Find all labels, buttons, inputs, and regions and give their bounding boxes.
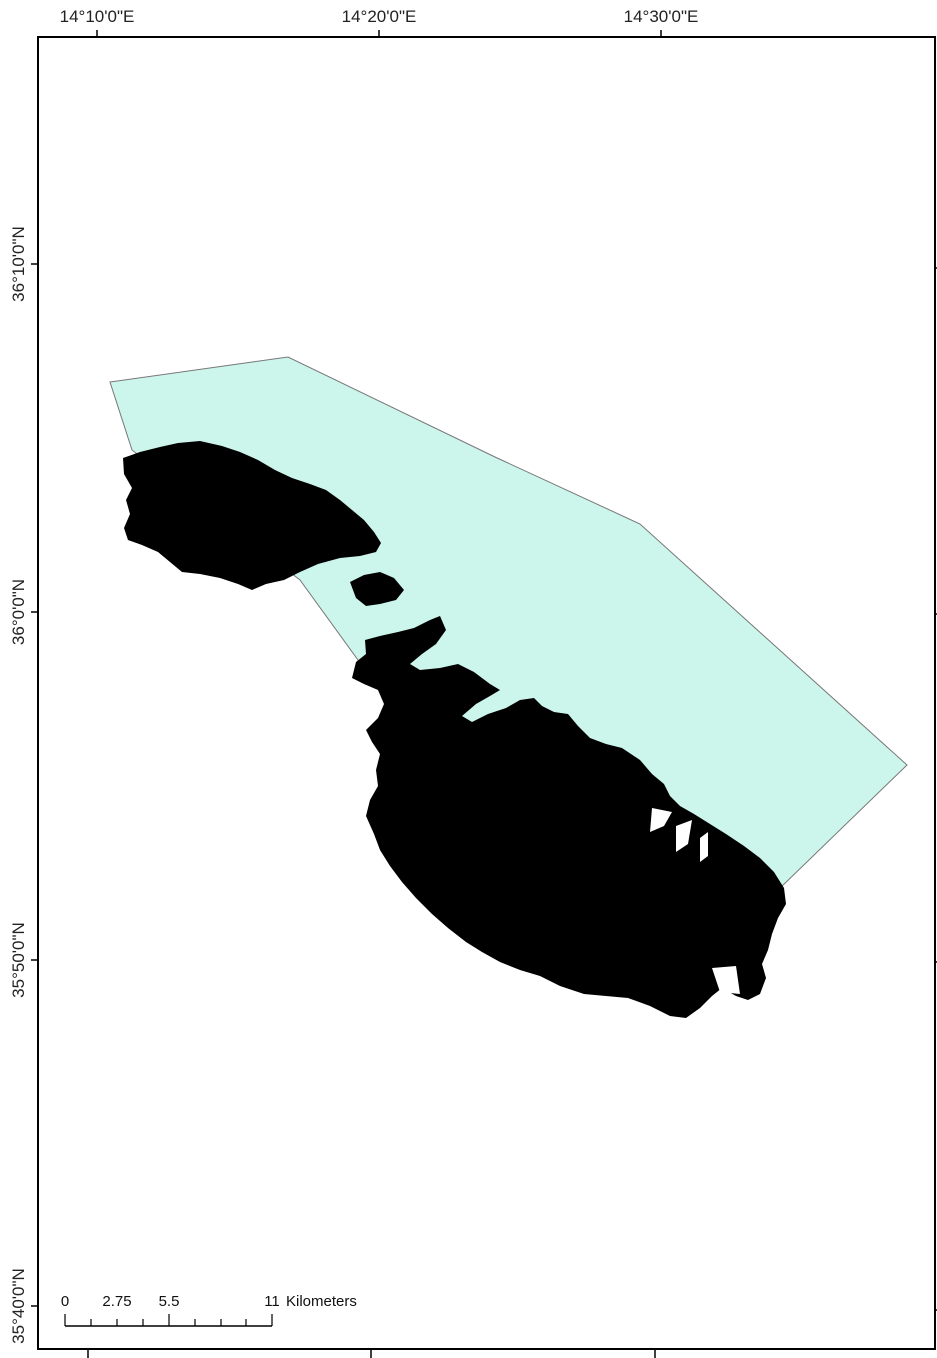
malta-harbour-cutouts <box>650 808 740 994</box>
scale-tick-0: 0 <box>61 1293 69 1310</box>
scale-tick-5-5: 5.5 <box>159 1293 180 1310</box>
longitude-label-2: 14°20'0"E <box>342 7 417 26</box>
malta-island <box>352 616 786 1018</box>
scale-tick-2-75: 2.75 <box>102 1293 131 1310</box>
gozo-island <box>123 441 381 590</box>
longitude-label-3: 14°30'0"E <box>624 7 699 26</box>
bottom-ticks <box>87 1349 656 1358</box>
scale-bar: 0 2.75 5.5 11 Kilometers <box>61 1293 357 1327</box>
scale-unit: Kilometers <box>286 1293 357 1310</box>
latitude-label-1: 36°10'0"N <box>9 226 28 302</box>
latitude-label-2: 36°0'0"N <box>9 579 28 645</box>
longitude-label-1: 14°10'0"E <box>60 7 135 26</box>
top-ticks <box>96 30 662 37</box>
latitude-label-3: 35°50'0"N <box>9 922 28 998</box>
scale-tick-11: 11 <box>264 1293 280 1310</box>
left-ticks <box>31 263 38 1307</box>
map-frame <box>37 36 936 1350</box>
comino-island <box>350 572 404 606</box>
latitude-label-4: 35°40'0"N <box>9 1268 28 1344</box>
